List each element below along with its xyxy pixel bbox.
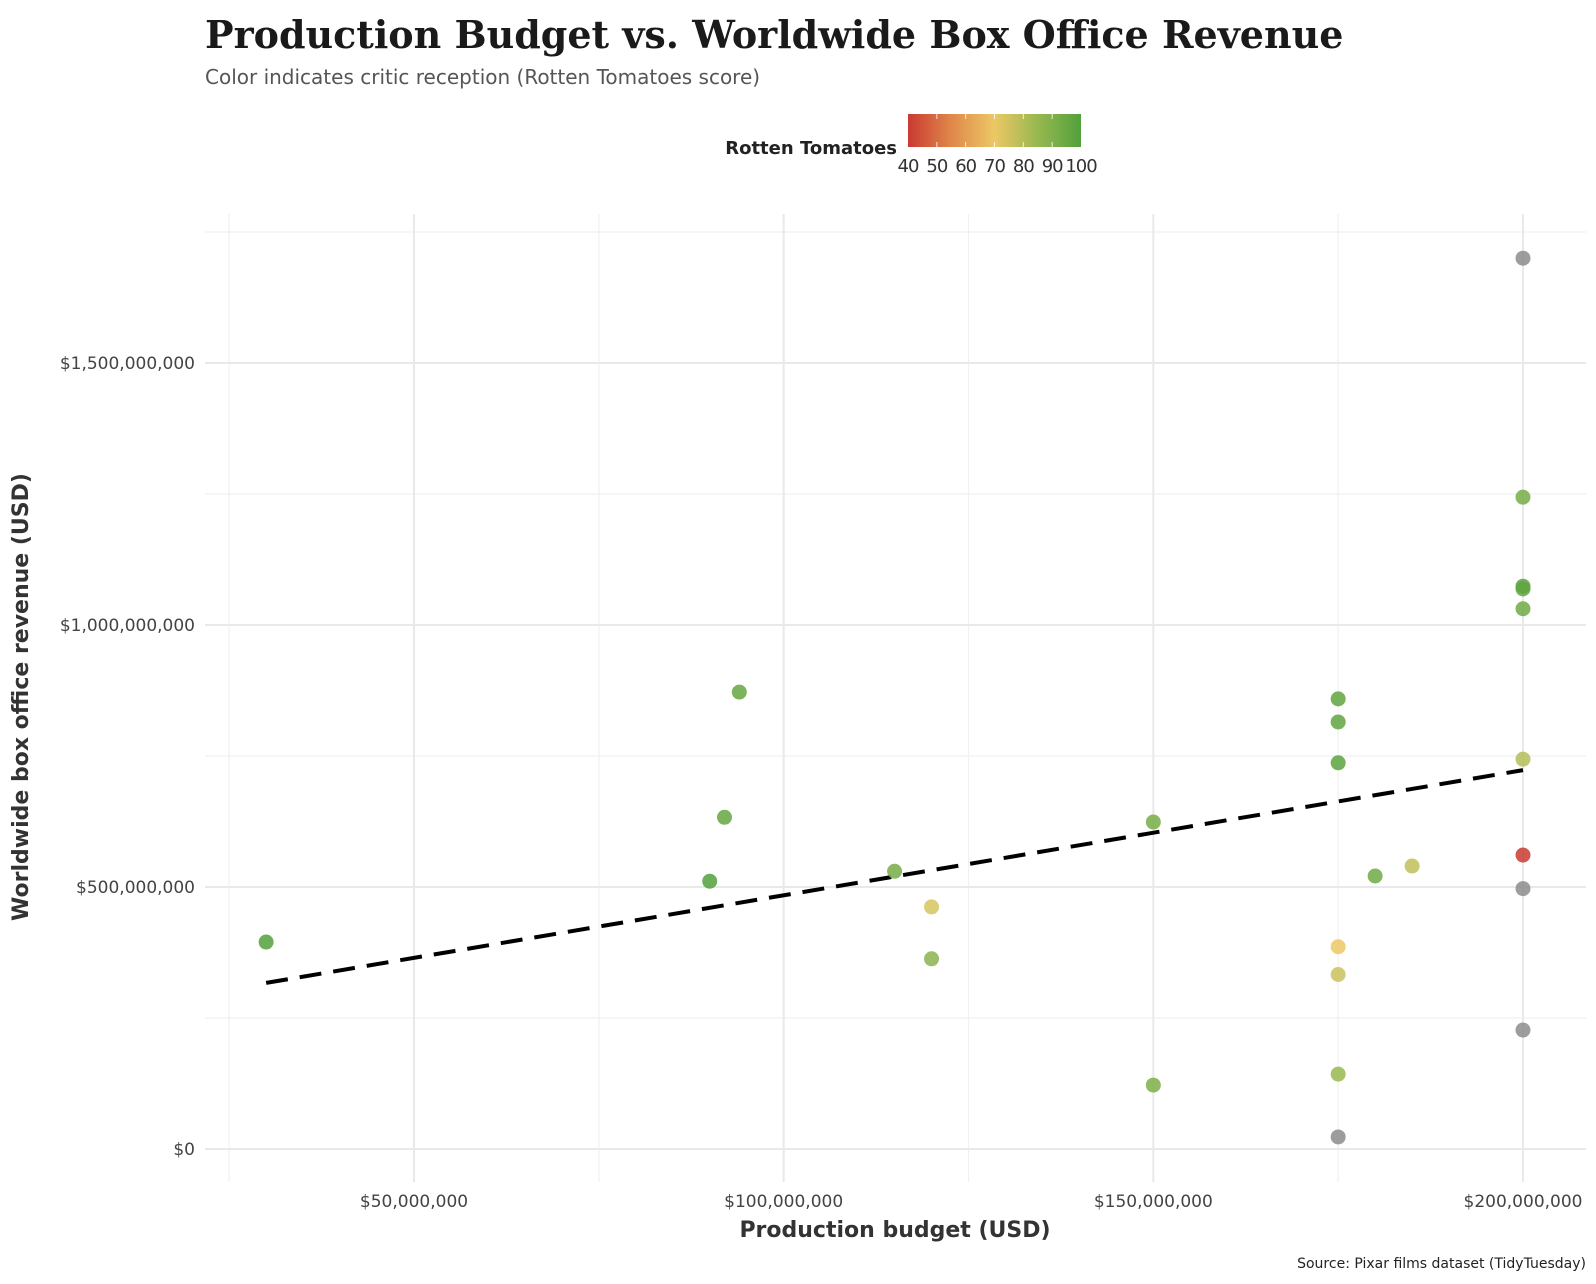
data-point: [1367, 868, 1383, 884]
source-caption: Source: Pixar films dataset (TidyTuesday…: [1297, 1256, 1586, 1272]
data-point: [1330, 714, 1346, 730]
data-point: [887, 863, 903, 879]
data-point: [1515, 847, 1531, 863]
data-point: [1515, 1022, 1531, 1038]
data-point: [1330, 967, 1346, 983]
legend-tick-label: 100: [1065, 156, 1097, 177]
legend-tick-label: 60: [955, 156, 976, 177]
legend-tick-label: 40: [898, 156, 919, 177]
legend-colorbar: [908, 114, 1081, 147]
data-point: [1515, 751, 1531, 767]
data-point: [1145, 1077, 1161, 1093]
x-axis-ticks: $50,000,000 $100,000,000 $150,000,000 $200,…: [360, 1192, 1583, 1212]
legend-ticks: 40 50 60 70 80 90 100: [898, 114, 1098, 177]
data-point: [1404, 858, 1420, 874]
data-point: [1330, 1066, 1346, 1082]
data-point: [1515, 881, 1531, 897]
legend-tick-label: 80: [1013, 156, 1034, 177]
data-points: [258, 250, 1531, 1145]
data-point: [1330, 691, 1346, 707]
x-axis-title: Production budget (USD): [739, 1218, 1050, 1243]
legend-tick-label: 50: [926, 156, 947, 177]
y-axis-title: Worldwide box office revenue (USD): [9, 473, 34, 921]
chart-title: Production Budget vs. Worldwide Box Offi…: [205, 12, 1343, 57]
x-tick-label: $50,000,000: [360, 1192, 468, 1212]
data-point: [1330, 755, 1346, 771]
y-axis-ticks: $0 $500,000,000 $1,000,000,000 $1,500,000,0…: [60, 354, 195, 1160]
data-point: [1515, 250, 1531, 266]
x-tick-label: $200,000,000: [1464, 1192, 1583, 1212]
data-point: [1330, 939, 1346, 955]
x-tick-label: $100,000,000: [724, 1192, 843, 1212]
grid: [205, 214, 1586, 1182]
legend-tick-label: 70: [984, 156, 1005, 177]
y-tick-label: $1,500,000,000: [60, 354, 195, 374]
x-tick-label: $150,000,000: [1094, 1192, 1213, 1212]
y-tick-label: $0: [173, 1140, 195, 1160]
y-tick-label: $500,000,000: [76, 878, 195, 898]
data-point: [1515, 489, 1531, 505]
data-point: [702, 873, 718, 889]
data-point: [1515, 581, 1531, 597]
y-tick-label: $1,000,000,000: [60, 616, 195, 636]
data-point: [924, 951, 940, 967]
data-point: [924, 899, 940, 915]
trend-line: [265, 768, 1524, 985]
chart-subtitle: Color indicates critic reception (Rotten…: [205, 65, 760, 89]
legend: Rotten Tomatoes 40 50 60 70 80 90 100: [725, 114, 1098, 177]
data-point: [1515, 601, 1531, 617]
legend-title: Rotten Tomatoes: [725, 138, 897, 159]
data-point: [731, 684, 747, 700]
data-point: [258, 934, 274, 950]
data-point: [717, 809, 733, 825]
data-point: [1330, 1129, 1346, 1145]
legend-tick-label: 90: [1042, 156, 1063, 177]
data-point: [1145, 814, 1161, 830]
